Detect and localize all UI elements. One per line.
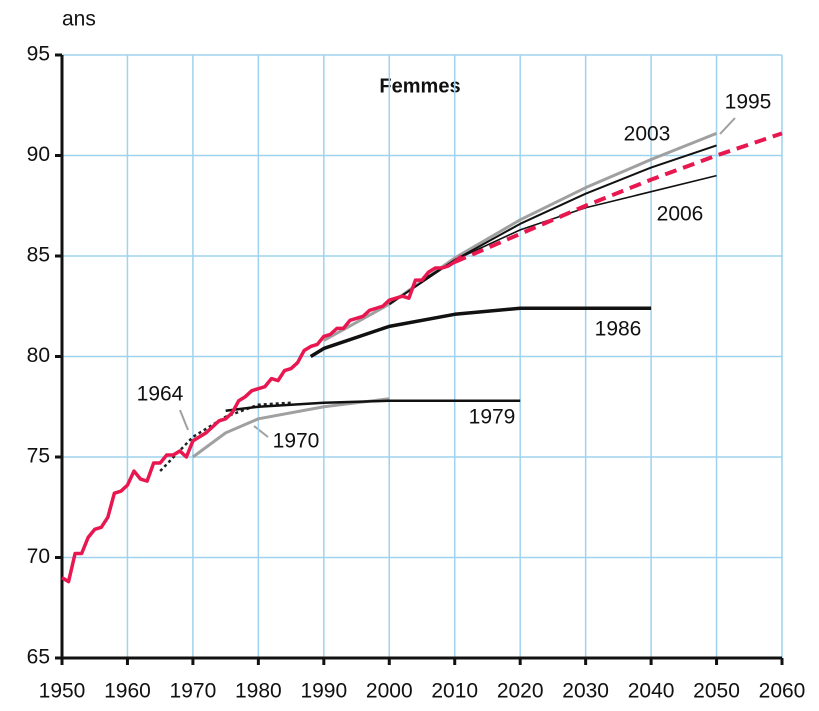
y-axis-label: ans <box>62 8 96 31</box>
y-tick-label: 90 <box>27 143 50 166</box>
y-tick-label: 85 <box>27 244 50 267</box>
arrow <box>179 409 189 431</box>
x-tick-label: 2010 <box>431 680 478 703</box>
line <box>159 401 292 472</box>
series-label: 1986 <box>595 318 642 341</box>
line <box>61 254 463 584</box>
x-tick-label: 2040 <box>628 680 675 703</box>
line <box>453 131 783 264</box>
y-tick-label: 70 <box>27 545 50 568</box>
x-tick-label: 1970 <box>170 680 217 703</box>
series-label: 1995 <box>725 91 772 114</box>
line <box>225 399 521 413</box>
series-label: 1979 <box>469 406 516 429</box>
x-tick-label: 1950 <box>39 680 86 703</box>
x-tick-label: 1960 <box>104 680 151 703</box>
x-tick-label: 2060 <box>759 680 806 703</box>
series-label: 2006 <box>657 203 704 226</box>
y-tick-label: 80 <box>27 344 50 367</box>
x-tick-label: 2020 <box>497 680 544 703</box>
arrow <box>253 425 269 438</box>
y-tick-label: 75 <box>27 445 50 468</box>
arrow <box>719 117 736 135</box>
line <box>192 397 390 459</box>
x-tick-label: 2050 <box>693 680 740 703</box>
y-tick-label: 95 <box>27 43 50 66</box>
line <box>309 306 652 358</box>
series-label: 1964 <box>137 383 184 406</box>
x-tick-label: 1980 <box>235 680 282 703</box>
x-tick-label: 2000 <box>366 680 413 703</box>
y-tick-label: 65 <box>27 646 50 669</box>
x-tick-label: 1990 <box>300 680 347 703</box>
line <box>421 174 717 281</box>
series-label: 2003 <box>624 123 671 146</box>
x-tick-label: 2030 <box>562 680 609 703</box>
chart-title: Femmes <box>379 75 460 97</box>
series-label: 1970 <box>273 430 320 453</box>
